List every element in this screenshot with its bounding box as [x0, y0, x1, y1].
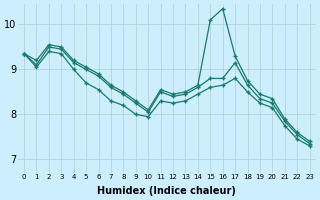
X-axis label: Humidex (Indice chaleur): Humidex (Indice chaleur) — [97, 186, 236, 196]
